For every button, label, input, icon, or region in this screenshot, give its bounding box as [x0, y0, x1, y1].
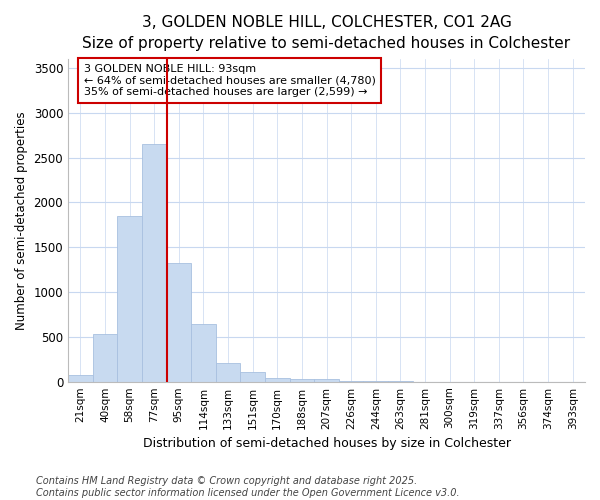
Bar [142, 144, 167, 382]
Bar [241, 372, 265, 382]
Bar [68, 376, 92, 382]
Bar [167, 264, 191, 382]
Bar [191, 324, 216, 382]
Bar [265, 378, 290, 382]
Bar [290, 378, 314, 382]
Bar [216, 364, 241, 382]
Bar [117, 216, 142, 382]
X-axis label: Distribution of semi-detached houses by size in Colchester: Distribution of semi-detached houses by … [143, 437, 511, 450]
Title: 3, GOLDEN NOBLE HILL, COLCHESTER, CO1 2AG
Size of property relative to semi-deta: 3, GOLDEN NOBLE HILL, COLCHESTER, CO1 2A… [82, 15, 571, 51]
Bar [339, 381, 364, 382]
Y-axis label: Number of semi-detached properties: Number of semi-detached properties [15, 111, 28, 330]
Bar [314, 378, 339, 382]
Text: Contains HM Land Registry data © Crown copyright and database right 2025.
Contai: Contains HM Land Registry data © Crown c… [36, 476, 460, 498]
Bar [92, 334, 117, 382]
Text: 3 GOLDEN NOBLE HILL: 93sqm
← 64% of semi-detached houses are smaller (4,780)
35%: 3 GOLDEN NOBLE HILL: 93sqm ← 64% of semi… [83, 64, 376, 97]
